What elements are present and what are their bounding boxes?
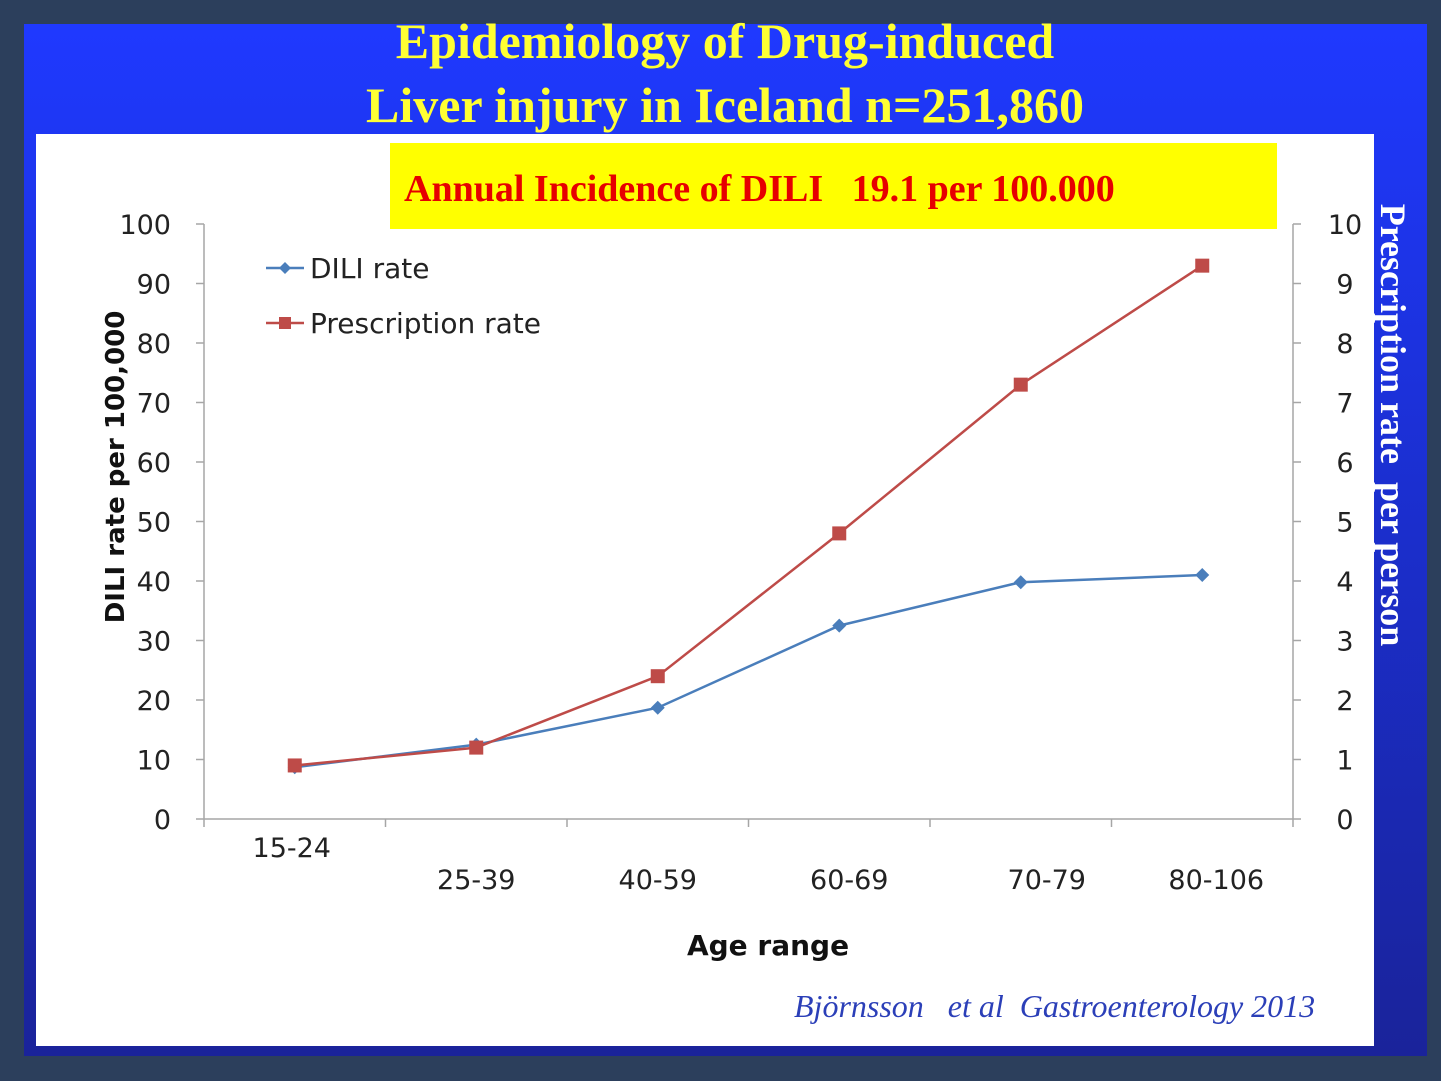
y-axis-label: DILI rate per 100,000 <box>101 311 131 624</box>
legend-marker-square <box>279 317 291 329</box>
incidence-banner-text: Annual Incidence of DILI 19.1 per 100.00… <box>404 168 1115 210</box>
left-tick-label: 80 <box>137 329 171 360</box>
chart-legend: DILI rate Prescription rate <box>266 252 541 340</box>
left-tick-label: 30 <box>137 627 171 658</box>
left-tick-label: 100 <box>119 210 171 241</box>
right-tick-label: 2 <box>1336 686 1353 717</box>
data-point-diamond <box>1013 575 1028 590</box>
right-tick-label: 1 <box>1336 746 1353 777</box>
x-category-label: 60-69 <box>810 865 888 896</box>
series-line <box>294 264 1203 767</box>
right-axis-label: Prescription rate per person <box>1373 204 1413 647</box>
left-tick-label: 90 <box>137 270 171 301</box>
right-tick-label: 8 <box>1336 329 1353 360</box>
data-point-diamond <box>650 700 665 715</box>
left-tick-label: 60 <box>137 448 171 479</box>
x-category-label: 25-39 <box>437 865 515 896</box>
x-axis-ticks: 15-24 25-39 40-59 60-69 70-79 80-106 <box>203 819 1294 896</box>
legend-label: Prescription rate <box>310 307 541 340</box>
left-tick-label: 10 <box>137 746 171 777</box>
left-tick-label: 70 <box>137 389 171 420</box>
data-point-diamond <box>832 618 847 633</box>
x-category-label: 15-24 <box>253 833 331 864</box>
series-prescription-rate <box>287 258 1210 773</box>
legend-marker-diamond <box>279 262 291 274</box>
x-category-label: 40-59 <box>619 865 697 896</box>
right-tick-label: 9 <box>1336 270 1353 301</box>
incidence-banner: Annual Incidence of DILI 19.1 per 100.00… <box>390 143 1277 229</box>
left-tick-label: 0 <box>154 805 171 836</box>
right-tick-label: 5 <box>1336 508 1353 539</box>
data-point-square <box>469 740 484 755</box>
data-point-square <box>287 758 302 773</box>
right-tick-label: 3 <box>1336 627 1353 658</box>
legend-label: DILI rate <box>310 252 429 285</box>
data-point-diamond <box>1195 568 1210 583</box>
chart-panel <box>36 134 1374 1046</box>
x-axis-label: Age range <box>687 929 849 962</box>
right-tick-label: 7 <box>1336 389 1353 420</box>
slide-title-line-1: Epidemiology of Drug-induced <box>395 13 1055 69</box>
right-tick-label: 6 <box>1336 448 1353 479</box>
right-tick-label: 10 <box>1328 210 1362 241</box>
left-tick-label: 50 <box>137 508 171 539</box>
right-tick-label: 0 <box>1336 805 1353 836</box>
citation: Björnsson et al Gastroenterology 2013 <box>794 988 1316 1024</box>
x-category-label: 70-79 <box>1008 865 1086 896</box>
data-point-square <box>832 526 847 541</box>
right-axis-ticks: 0 1 2 3 4 5 6 7 8 9 10 <box>1293 210 1362 836</box>
data-point-square <box>650 669 665 684</box>
x-category-label: 80-106 <box>1168 865 1264 896</box>
right-tick-label: 4 <box>1336 567 1353 598</box>
series-dili-rate <box>287 568 1210 775</box>
left-axis-ticks: 0 10 20 30 40 50 60 70 80 90 100 <box>119 210 204 836</box>
series-line <box>294 573 1203 769</box>
data-point-square <box>1013 377 1028 392</box>
data-point-square <box>1195 258 1210 273</box>
left-tick-label: 40 <box>137 567 171 598</box>
left-tick-label: 20 <box>137 686 171 717</box>
series-layer <box>287 258 1210 775</box>
slide-title-line-2: Liver injury in Iceland n=251,860 <box>366 77 1084 133</box>
